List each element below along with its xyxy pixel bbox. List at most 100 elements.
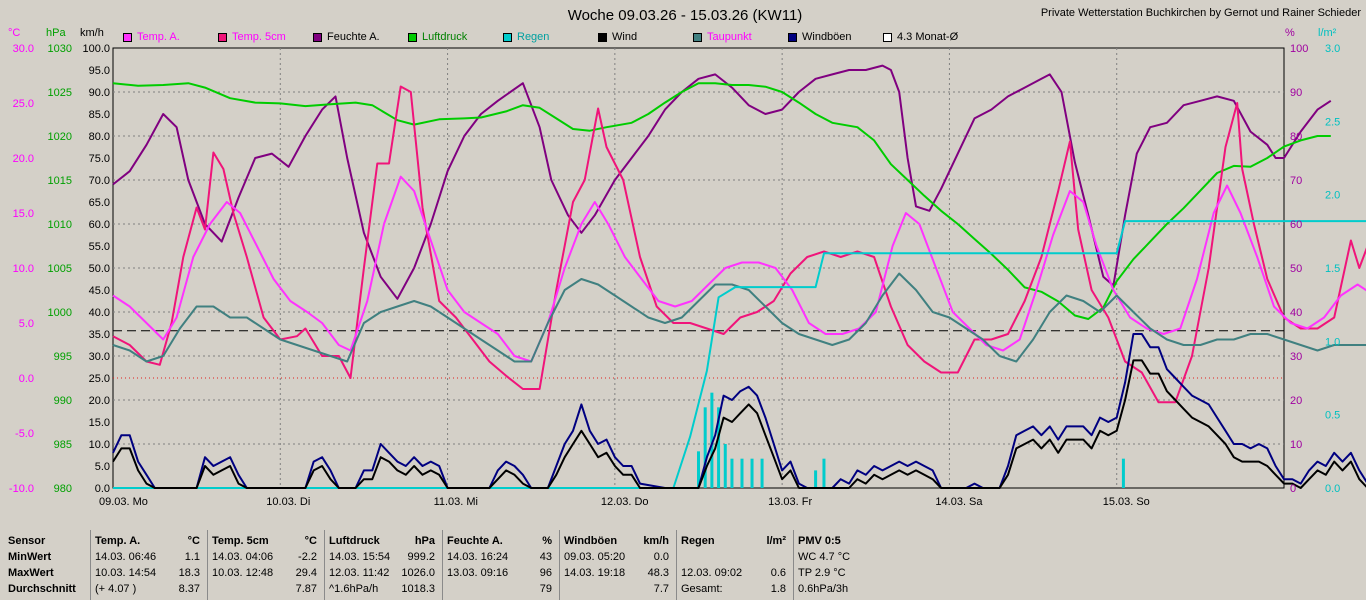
stats-cell-value: -2.2 — [298, 551, 317, 563]
humidity-tick-label: 90 — [1290, 87, 1302, 99]
stats-cell-time: Gesamt: — [681, 583, 723, 595]
stats-cell-time: 0.6hPa/3h — [798, 583, 849, 595]
rain-bar — [822, 458, 826, 488]
legend-swatch — [883, 32, 892, 42]
stats-cell-time: 14.03. 19:18 — [564, 567, 626, 579]
stats-cell-value: 43 — [539, 551, 552, 563]
legend-label: Taupunkt — [707, 31, 752, 43]
pressure-tick-label: 1005 — [48, 263, 72, 275]
legend-swatch — [503, 32, 512, 42]
humidity-tick-label: 40 — [1290, 307, 1302, 319]
x-tick-label: 11.03. Mi — [434, 496, 478, 508]
x-tick-label: 13.03. Fr — [768, 496, 812, 508]
wind-axis-unit: km/h — [80, 27, 104, 39]
temp-tick-label: 5.0 — [19, 318, 34, 330]
stats-column: Luftdruck hPa 14.03. 15:54 999.2 12.03. 11:4… — [324, 530, 443, 600]
legend-item: Windböen — [788, 30, 852, 44]
stats-cell-value: 999.2 — [407, 551, 435, 563]
x-tick-label: 12.03. Do — [601, 496, 649, 508]
legend-label: Luftdruck — [422, 31, 468, 43]
series-line-temp-a — [112, 175, 1366, 363]
wind-tick-label: 45.0 — [89, 285, 110, 297]
row-label-max: MaxWert — [8, 567, 54, 579]
series-line-temp-5cm — [112, 85, 1366, 404]
legend-item: Temp. 5cm — [218, 30, 286, 44]
legend-swatch — [788, 32, 797, 42]
stats-cell-value: 1018.3 — [401, 583, 435, 595]
legend-swatch — [218, 32, 227, 42]
wind-tick-label: 80.0 — [89, 131, 110, 143]
pressure-tick-label: 1015 — [48, 175, 72, 187]
legend-label: Temp. 5cm — [232, 31, 286, 43]
pressure-tick-label: 1030 — [48, 43, 72, 55]
series-lines — [112, 64, 1366, 489]
legend-swatch — [123, 32, 132, 42]
legend-item: Wind — [598, 30, 637, 44]
humidity-tick-label: 20 — [1290, 395, 1302, 407]
stats-cell-time: 10.03. 12:48 — [212, 567, 274, 579]
row-label-sensor: Sensor — [8, 535, 46, 547]
stats-cell-time: 12.03. 09:02 — [681, 567, 743, 579]
stats-cell-value: 0.6 — [770, 567, 786, 579]
wind-tick-label: 25.0 — [89, 373, 110, 385]
humidity-tick-label: 0 — [1290, 483, 1296, 495]
temp-tick-label: 30.0 — [13, 43, 34, 55]
legend-swatch — [313, 32, 322, 42]
pressure-tick-label: 1025 — [48, 87, 72, 99]
legend-item: Temp. A. — [123, 30, 180, 44]
humidity-tick-label: 30 — [1290, 351, 1302, 363]
pressure-axis-unit: hPa — [46, 27, 66, 39]
stats-column-unit: °C — [187, 535, 200, 547]
legend-label: Feuchte A. — [327, 31, 380, 43]
credit-text: Private Wetterstation Buchkirchen by Ger… — [1041, 7, 1362, 19]
rain-tick-label: 0.5 — [1325, 410, 1340, 422]
x-tick-label: 09.03. Mo — [99, 496, 148, 508]
temp-tick-label: -5.0 — [15, 428, 34, 440]
wind-tick-label: 5.0 — [95, 461, 110, 473]
rain-bar — [710, 392, 714, 488]
humidity-tick-label: 10 — [1290, 439, 1302, 451]
stats-column-header: Windböen — [564, 535, 618, 547]
row-label-min: MinWert — [8, 551, 52, 563]
stats-cell-value: 29.4 — [295, 567, 317, 579]
stats-cell-time: 14.03. 06:46 — [95, 551, 157, 563]
x-tick-label: 10.03. Di — [266, 496, 310, 508]
series-line-regen — [113, 220, 1366, 489]
stats-column: Regen l/m² 12.03. 09:02 0.6 Gesamt: 1.8 — [676, 530, 794, 600]
pressure-tick-label: 1020 — [48, 131, 72, 143]
legend-item: Feuchte A. — [313, 30, 380, 44]
stats-cell-time: WC 4.7 °C — [798, 551, 851, 563]
stats-cell-value: 8.37 — [178, 583, 200, 595]
legend-label: 4.3 Monat-Ø — [897, 31, 959, 43]
stats-column-header: PMV 0:5 — [798, 535, 841, 547]
humidity-tick-label: 60 — [1290, 219, 1302, 231]
stats-cell-value: 79 — [539, 583, 552, 595]
stats-column-unit: °C — [304, 535, 317, 547]
stats-column-header: Feuchte A. — [447, 535, 503, 547]
row-label-avg: Durchschnitt — [8, 583, 76, 595]
stats-cell-time: 13.03. 09:16 — [447, 567, 509, 579]
rain-bar — [697, 451, 700, 488]
rain-tick-label: 0.0 — [1325, 483, 1340, 495]
temp-tick-label: 15.0 — [13, 208, 34, 220]
legend-label: Windböen — [802, 31, 852, 43]
wind-tick-label: 20.0 — [89, 395, 110, 407]
rain-bar — [703, 407, 707, 488]
legend-swatch — [693, 32, 702, 42]
wind-tick-label: 60.0 — [89, 219, 110, 231]
wind-tick-label: 65.0 — [89, 197, 110, 209]
humidity-tick-label: 80 — [1290, 131, 1302, 143]
stats-column: Windböen km/h 09.03. 05:20 0.0 14.03. 19:18 4… — [559, 530, 677, 600]
x-tick-label: 15.03. So — [1103, 496, 1150, 508]
legend-swatch — [408, 32, 417, 42]
stats-column: Feuchte A.% 14.03. 16:24 43 13.03. 09:16 96 7… — [442, 530, 560, 600]
stats-cell-value: 1.8 — [770, 583, 786, 595]
stats-cell-time: (+ 4.07 ) — [95, 583, 137, 595]
rain-bar — [760, 458, 764, 488]
wind-tick-label: 40.0 — [89, 307, 110, 319]
pressure-tick-label: 985 — [54, 439, 72, 451]
stats-cell-time: 09.03. 05:20 — [564, 551, 626, 563]
stats-cell-value: 1.1 — [184, 551, 200, 563]
stats-table: Sensor MinWert MaxWert Durchschnitt Temp… — [0, 530, 1366, 600]
legend-label: Wind — [612, 31, 638, 43]
